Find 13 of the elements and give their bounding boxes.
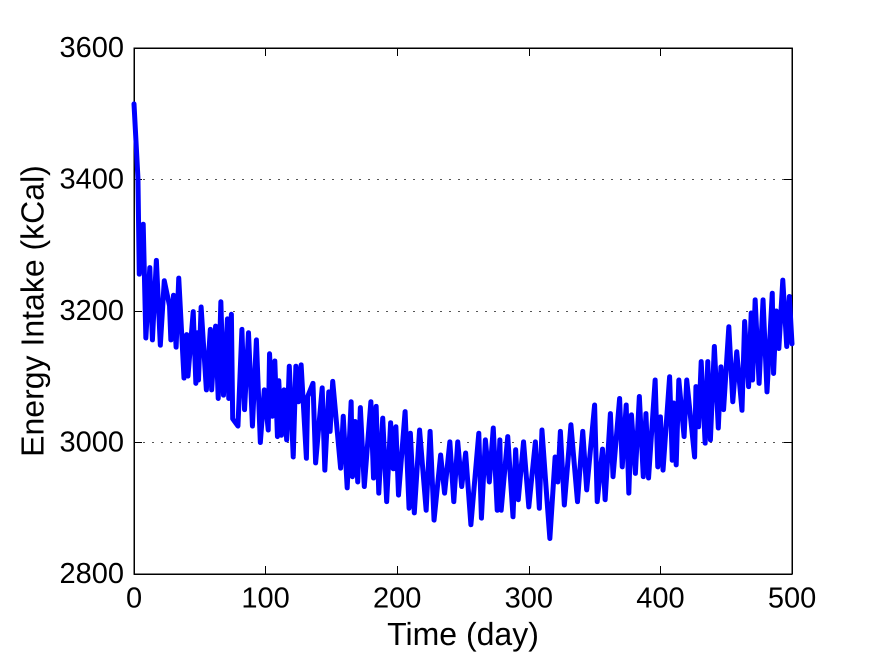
y-tick-label: 3000: [59, 426, 124, 458]
x-tick-label: 500: [768, 582, 816, 614]
x-tick-label: 0: [126, 582, 142, 614]
y-tick-label: 3200: [59, 295, 124, 327]
y-tick-label: 2800: [59, 558, 124, 590]
y-axis-title: Energy Intake (kCal): [14, 165, 51, 457]
x-tick-label: 300: [504, 582, 553, 614]
y-tick-label: 3600: [59, 32, 124, 64]
x-tick-label: 100: [241, 582, 290, 614]
x-tick-label: 200: [373, 582, 422, 614]
y-tick-label: 3400: [59, 164, 124, 196]
x-tick-label: 400: [636, 582, 685, 614]
x-axis-title: Time (day): [387, 616, 539, 652]
